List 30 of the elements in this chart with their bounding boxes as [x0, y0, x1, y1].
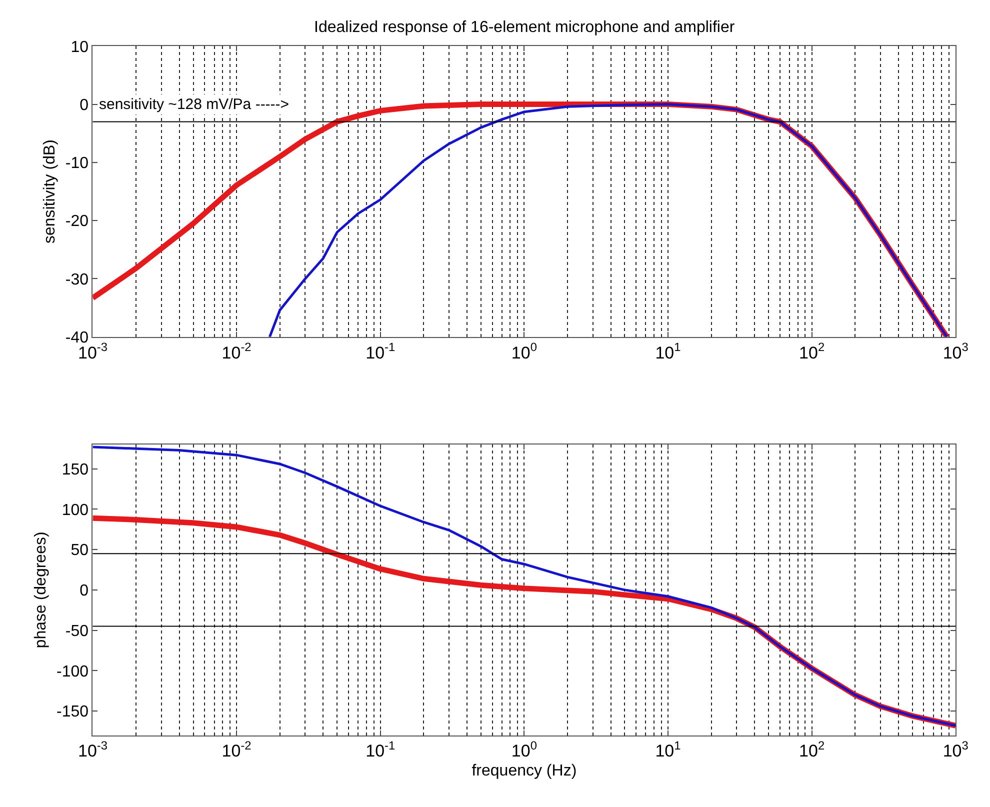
x-tick-label: 10$^{-1}$	[366, 738, 396, 761]
x-tick-label: 10$^{-2}$	[222, 340, 252, 362]
x-axis-title: frequency (Hz)	[472, 762, 577, 780]
x-tick-label: 10$^{2}$	[799, 738, 825, 761]
y-tick-label: -100	[56, 663, 89, 680]
y-tick-label: 0	[80, 96, 89, 114]
x-tick-label: 10$^{2}$	[799, 340, 825, 362]
x-tick-label: 10$^{-1}$	[366, 340, 396, 362]
x-tick-label: 10$^{3}$	[942, 738, 969, 761]
x-tick-label: 10$^{-2}$	[222, 738, 252, 761]
y-tick-label: -20	[65, 213, 89, 230]
x-tick-label: 10$^{0}$	[511, 340, 538, 362]
x-tick-label: 10$^{3}$	[942, 340, 969, 362]
y-tick-label: -50	[65, 622, 89, 640]
y-tick-label: -150	[56, 704, 89, 721]
y-tick-label: -10	[65, 155, 89, 172]
y-axis-title: phase (degrees)	[32, 532, 50, 648]
y-tick-label: 100	[62, 502, 89, 519]
annotation: sensitivity ~128 mV/Pa ----->	[99, 96, 290, 113]
y-axis-title: sensitivity (dB)	[41, 140, 58, 244]
x-tick-label: 10$^{-3}$	[78, 738, 108, 761]
y-tick-label: 50	[70, 542, 89, 560]
x-tick-label: 10$^{1}$	[655, 738, 682, 761]
y-tick-label: -30	[65, 271, 89, 288]
y-tick-label: 0	[80, 582, 89, 600]
y-tick-label: 10	[70, 38, 89, 56]
x-tick-label: 10$^{0}$	[511, 738, 538, 761]
x-tick-label: 10$^{1}$	[655, 340, 682, 362]
y-tick-label: 150	[62, 461, 89, 478]
chart-title: Idealized response of 16-element microphone and amplifier	[314, 19, 736, 36]
